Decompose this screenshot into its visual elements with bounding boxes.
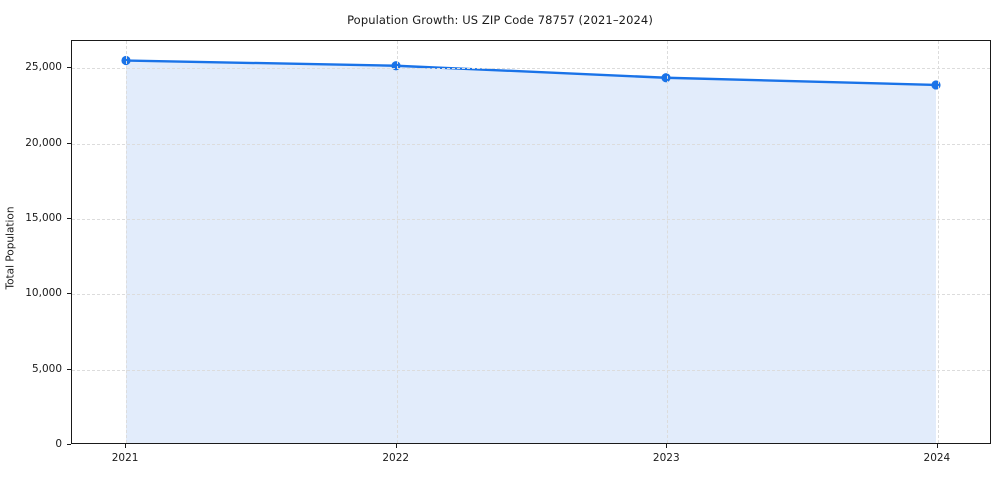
data-point-marker bbox=[121, 55, 131, 66]
x-tick-label: 2022 bbox=[382, 452, 410, 464]
x-tick-mark bbox=[395, 444, 397, 448]
gridline-vertical bbox=[937, 41, 939, 443]
data-line bbox=[124, 59, 938, 87]
area-fill bbox=[126, 60, 936, 443]
x-tick-mark bbox=[936, 444, 938, 448]
data-point-marker bbox=[931, 80, 941, 90]
data-point-marker bbox=[391, 61, 401, 71]
series-total-population bbox=[121, 55, 941, 443]
y-tick-label: 0 bbox=[55, 438, 62, 450]
y-tick-mark bbox=[67, 217, 71, 219]
y-tick-mark bbox=[67, 142, 71, 144]
gridline-vertical bbox=[396, 41, 398, 443]
gridline-horizontal bbox=[72, 68, 990, 70]
y-tick-mark bbox=[67, 67, 71, 69]
data-markers bbox=[121, 55, 941, 90]
y-tick-label: 15,000 bbox=[25, 211, 62, 224]
gridline-horizontal bbox=[72, 369, 990, 371]
y-tick-mark bbox=[67, 444, 71, 445]
data-point-marker bbox=[661, 73, 671, 83]
chart-title: Population Growth: US ZIP Code 78757 (20… bbox=[347, 13, 653, 27]
y-tick-mark bbox=[67, 368, 71, 370]
plot-area bbox=[71, 40, 991, 444]
gridline-vertical bbox=[667, 41, 669, 443]
y-tick-label: 5,000 bbox=[31, 362, 62, 375]
x-tick-label: 2024 bbox=[923, 452, 951, 464]
gridline-vertical bbox=[126, 41, 128, 443]
y-tick-mark bbox=[67, 293, 71, 295]
gridline-horizontal bbox=[72, 218, 990, 220]
x-tick-mark bbox=[125, 444, 127, 448]
x-tick-label: 2021 bbox=[111, 452, 139, 464]
gridline-horizontal bbox=[72, 143, 990, 145]
gridline-horizontal bbox=[72, 294, 990, 296]
y-tick-label: 10,000 bbox=[25, 287, 62, 300]
x-tick-label: 2023 bbox=[652, 452, 680, 464]
y-tick-label: 20,000 bbox=[25, 136, 62, 149]
y-tick-label: 25,000 bbox=[25, 61, 62, 74]
x-tick-mark bbox=[666, 444, 668, 448]
